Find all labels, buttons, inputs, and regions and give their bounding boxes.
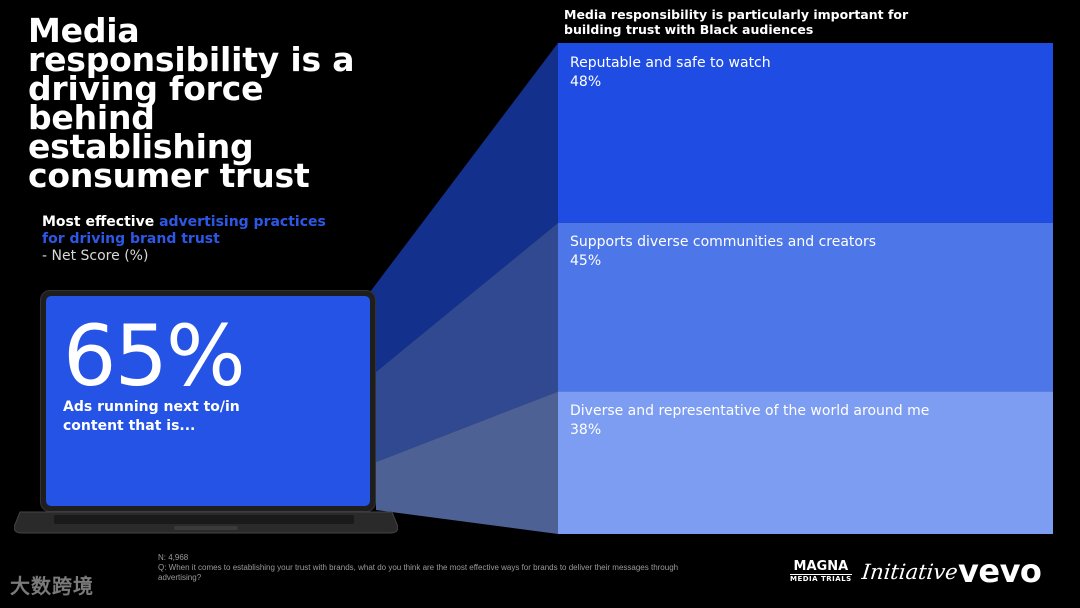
laptop-base <box>14 511 398 534</box>
bar-text-2: Supports diverse communities and creator… <box>570 233 876 271</box>
beam-2 <box>376 222 558 462</box>
beam-1 <box>370 43 558 372</box>
bar-3 <box>558 391 1053 534</box>
subhead-part-1: Most effective <box>42 214 160 230</box>
bar-label: Supports diverse communities and creator… <box>570 234 877 250</box>
sample-size: N: 4,968 <box>158 553 189 562</box>
bar-value-label: 38% <box>570 422 602 438</box>
watermark: 大数跨境 <box>10 574 94 598</box>
bar-1 <box>558 43 1053 223</box>
bar-2 <box>558 222 1053 392</box>
bar-label: Diverse and representative of the world … <box>570 403 930 419</box>
bar-label: Reputable and safe to watch <box>570 55 771 71</box>
laptop-screen: 65% Ads running next to/in content that … <box>40 290 376 512</box>
survey-question: Q: When it comes to establishing your tr… <box>158 563 679 582</box>
beam-3 <box>376 391 558 534</box>
initiative-logo: Initiative <box>860 560 959 584</box>
big-stat: 65% <box>63 307 246 405</box>
subhead-part-2: advertising practices for driving brand … <box>42 214 326 247</box>
chart-subhead: Most effective advertising practices for… <box>42 214 342 265</box>
bar-text-3: Diverse and representative of the world … <box>570 402 929 440</box>
bar-value-label: 45% <box>570 253 602 269</box>
subhead-metric: - Net Score (%) <box>42 248 149 264</box>
magna-logo: MAGNA MEDIA TRIALS <box>790 559 852 583</box>
laptop-display: 65% Ads running next to/in content that … <box>46 296 370 506</box>
vevo-logo: vevo <box>958 552 1042 590</box>
footnote: N: 4,968 Q: When it comes to establishin… <box>158 553 718 583</box>
stat-description: Ads running next to/in content that is..… <box>63 399 240 434</box>
bar-value-label: 48% <box>570 74 602 90</box>
headline: Media responsibility is a driving force … <box>28 11 355 195</box>
bar-text-1: Reputable and safe to watch 48% <box>570 54 771 92</box>
chart-title: Media responsibility is particularly imp… <box>564 7 909 37</box>
